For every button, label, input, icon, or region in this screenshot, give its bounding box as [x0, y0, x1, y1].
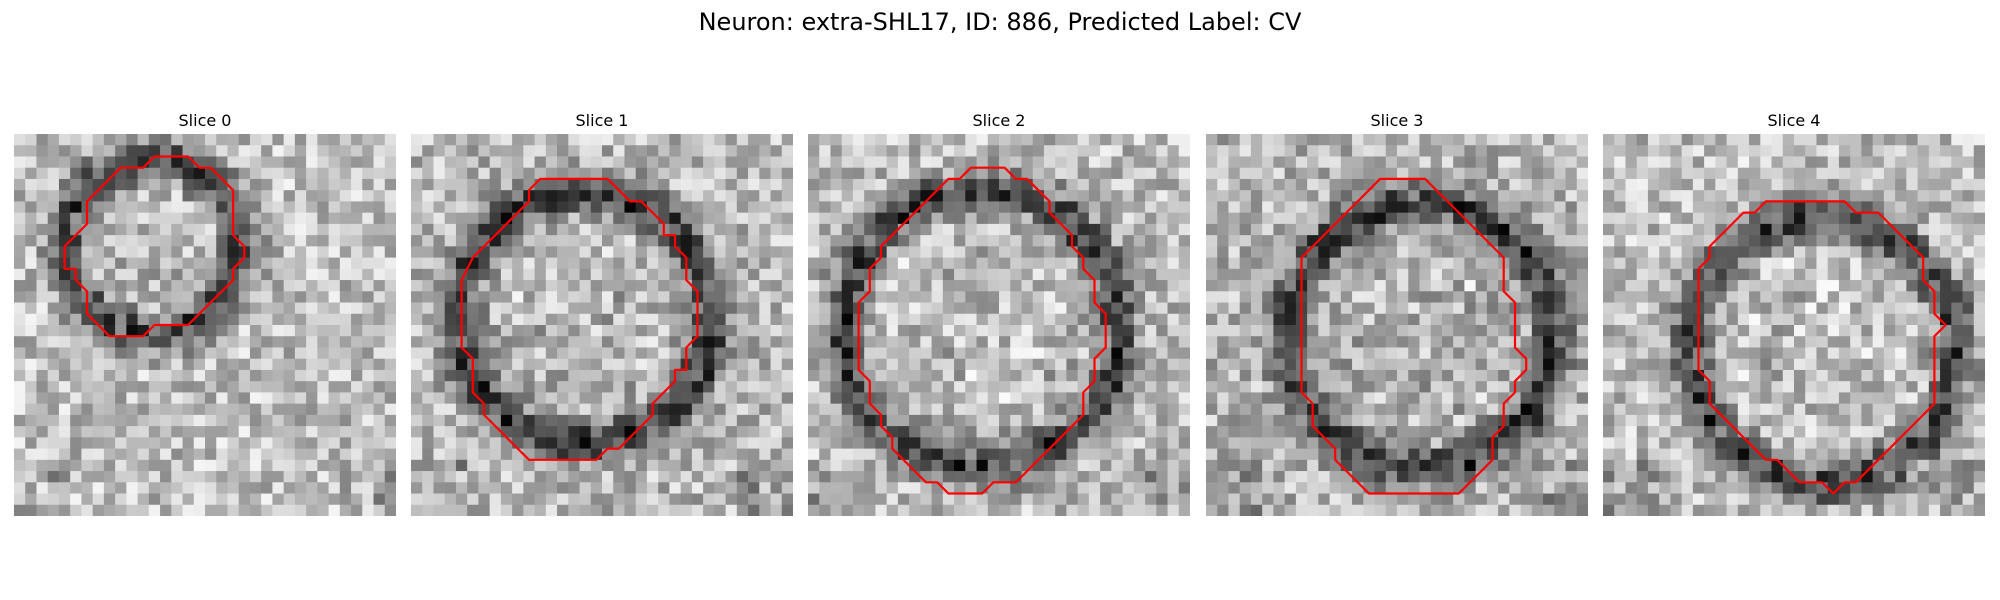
slice-panel: Slice 0 — [14, 108, 396, 516]
slice-image — [411, 134, 793, 516]
pixel-grid — [1603, 134, 1985, 516]
slice-panel: Slice 4 — [1603, 108, 1985, 516]
cell-contour — [857, 166, 1107, 495]
slice-image — [14, 134, 396, 516]
slice-panel: Slice 2 — [808, 108, 1190, 516]
cell-contour — [460, 177, 699, 461]
pixel-grid — [808, 134, 1190, 516]
slice-title: Slice 3 — [1370, 111, 1424, 130]
slice-title: Slice 2 — [972, 111, 1026, 130]
figure-title: Neuron: extra-SHL17, ID: 886, Predicted … — [698, 8, 1302, 36]
slice-title: Slice 0 — [178, 111, 232, 130]
slice-image — [1603, 134, 1985, 516]
slice-image — [808, 134, 1190, 516]
slice-panel: Slice 1 — [411, 108, 793, 516]
slice-title: Slice 4 — [1767, 111, 1821, 130]
pixel-grid — [1206, 134, 1588, 516]
cell-contour — [1300, 177, 1528, 495]
pixel-grid — [411, 134, 793, 516]
slice-title: Slice 1 — [575, 111, 629, 130]
pixel-grid — [14, 134, 396, 516]
slice-panel: Slice 3 — [1206, 108, 1588, 516]
slice-image — [1206, 134, 1588, 516]
cell-contour — [1697, 200, 1947, 495]
cell-contour — [63, 155, 246, 338]
